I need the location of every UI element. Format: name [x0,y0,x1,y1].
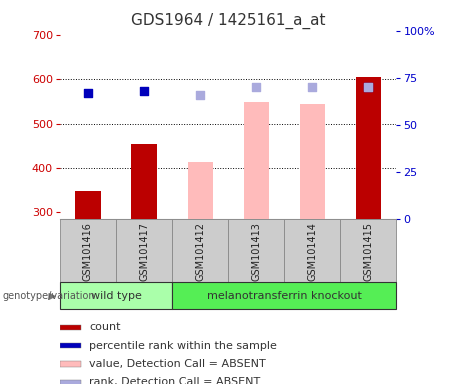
Bar [172,219,228,282]
Bar [75,191,100,219]
Text: GSM101413: GSM101413 [251,222,261,281]
Point [365,84,372,90]
Bar [60,343,82,348]
Text: GSM101414: GSM101414 [307,222,317,281]
Point [253,84,260,90]
Text: melanotransferrin knockout: melanotransferrin knockout [207,291,362,301]
Text: GSM101412: GSM101412 [195,222,205,281]
Point [309,84,316,90]
Text: wild type: wild type [90,291,142,301]
Bar [356,77,381,219]
Point [84,90,92,96]
Point [365,84,372,90]
Text: value, Detection Call = ABSENT: value, Detection Call = ABSENT [89,359,266,369]
Bar [300,104,325,219]
Bar [131,144,157,219]
Text: rank, Detection Call = ABSENT: rank, Detection Call = ABSENT [89,377,260,384]
Text: GSM101417: GSM101417 [139,222,149,281]
Point [196,92,204,98]
Bar [60,324,82,330]
Bar [172,282,396,309]
Text: percentile rank within the sample: percentile rank within the sample [89,341,277,351]
Text: count: count [89,322,121,332]
Bar [228,219,284,282]
Title: GDS1964 / 1425161_a_at: GDS1964 / 1425161_a_at [131,13,325,29]
Bar [60,219,116,282]
Bar [60,361,82,367]
Bar [60,379,82,384]
Bar [284,219,340,282]
Bar [340,219,396,282]
Point [140,88,148,94]
Bar [60,282,172,309]
Bar [243,103,269,219]
Bar [116,219,172,282]
Bar [188,162,213,219]
Text: genotype/variation: genotype/variation [2,291,95,301]
Text: GSM101416: GSM101416 [83,222,93,281]
Text: GSM101415: GSM101415 [363,222,373,281]
